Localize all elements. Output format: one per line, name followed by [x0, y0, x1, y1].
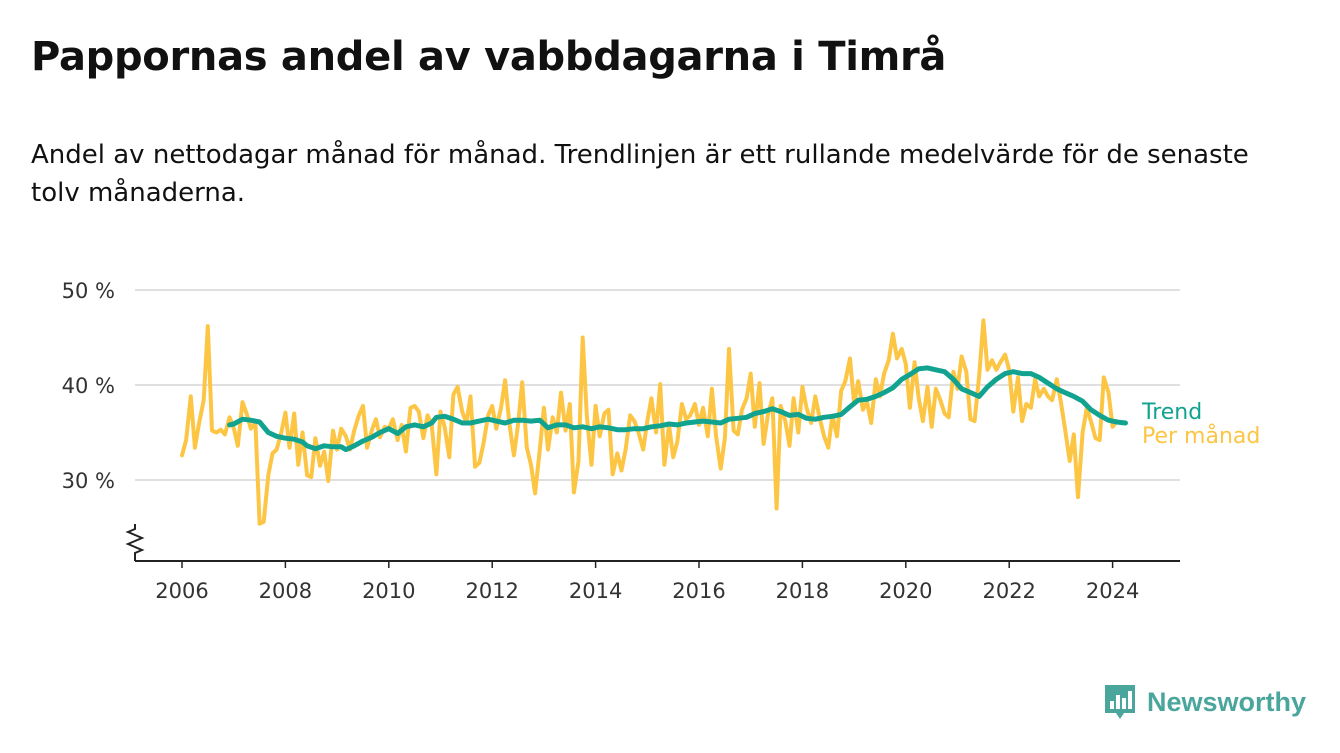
brand-name: Newsworthy: [1147, 686, 1307, 717]
gridlines: [135, 289, 1180, 481]
chart-title: Pappornas andel av vabbdagarna i Timrå: [31, 34, 947, 80]
x-axis: [125, 524, 1180, 568]
x-tick-label: 2008: [259, 579, 312, 603]
x-axis-tick-labels: 2006 2008 2010 2012 2014 2016 2018 2020 2022 2024: [155, 579, 1139, 603]
y-tick-label: 30 %: [62, 469, 115, 493]
legend-label-trend: Trend: [1141, 400, 1202, 425]
series-line-trend: [227, 365, 1128, 453]
x-tick-label: 2020: [879, 579, 932, 603]
x-tick-label: 2012: [465, 579, 518, 603]
newsworthy-logo-icon: [1105, 685, 1135, 719]
brand-logo: Newsworthy: [1103, 683, 1306, 721]
series-layer: [180, 318, 1128, 526]
x-tick-label: 2006: [155, 579, 208, 603]
y-tick-label: 50 %: [62, 279, 115, 303]
series-line-per-manad: [180, 318, 1119, 526]
legend-label-per-manad: Per månad: [1142, 423, 1260, 449]
x-tick-label: 2024: [1086, 579, 1139, 603]
x-tick-label: 2022: [982, 579, 1035, 603]
x-tick-label: 2016: [672, 579, 725, 603]
chart-subtitle: Andel av nettodagar månad för månad. Tre…: [31, 140, 1249, 208]
y-tick-label: 40 %: [62, 374, 115, 398]
x-tick-label: 2010: [362, 579, 415, 603]
x-tick-label: 2018: [776, 579, 829, 603]
x-tick-label: 2014: [569, 579, 622, 603]
axis-break-icon: [125, 524, 145, 561]
y-axis-tick-labels: 30 % 40 % 50 %: [62, 279, 115, 493]
